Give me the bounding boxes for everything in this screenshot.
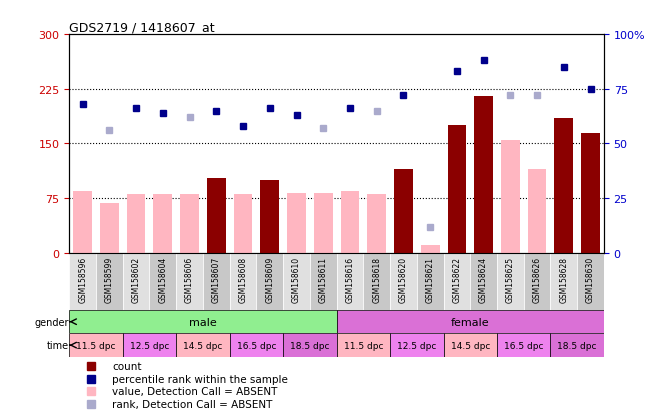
Text: 14.5 dpc: 14.5 dpc [183,341,222,350]
Bar [444,334,497,357]
Bar [447,126,466,253]
Bar [337,310,604,334]
Text: GSM158628: GSM158628 [559,256,568,302]
Text: 18.5 dpc: 18.5 dpc [290,341,329,350]
Bar [497,334,550,357]
Bar [421,246,440,253]
Bar [283,334,337,357]
Bar [554,119,573,253]
Bar [337,334,390,357]
Text: GSM158624: GSM158624 [479,256,488,302]
Text: GSM158625: GSM158625 [506,256,515,302]
Bar [337,253,364,310]
Text: GSM158610: GSM158610 [292,256,301,302]
Bar [207,178,226,253]
Bar [528,170,546,253]
Bar [501,140,519,253]
Text: gender: gender [35,317,69,327]
Bar [470,253,497,310]
Text: rank, Detection Call = ABSENT: rank, Detection Call = ABSENT [112,399,273,409]
Text: GSM158599: GSM158599 [105,256,114,302]
Text: GSM158607: GSM158607 [212,256,221,302]
Bar [176,253,203,310]
Bar [256,253,283,310]
Bar [69,253,96,310]
Bar [475,97,493,253]
Bar [234,195,252,253]
Text: time: time [47,340,69,350]
Bar [550,253,577,310]
Bar [123,253,149,310]
Bar [368,195,386,253]
Text: GSM158618: GSM158618 [372,256,381,302]
Text: 11.5 dpc: 11.5 dpc [77,341,116,350]
Bar [497,253,524,310]
Text: percentile rank within the sample: percentile rank within the sample [112,374,288,384]
Bar [283,253,310,310]
Bar [73,191,92,253]
Text: GSM158611: GSM158611 [319,256,328,302]
Text: 11.5 dpc: 11.5 dpc [344,341,383,350]
Bar [176,334,230,357]
Text: male: male [189,317,217,327]
Text: GSM158602: GSM158602 [131,256,141,302]
Text: 12.5 dpc: 12.5 dpc [397,341,436,350]
Bar [341,191,359,253]
Bar [100,204,119,253]
Text: GSM158620: GSM158620 [399,256,408,302]
Text: GSM158626: GSM158626 [533,256,542,302]
Text: GSM158604: GSM158604 [158,256,168,302]
Bar [417,253,444,310]
Text: 18.5 dpc: 18.5 dpc [558,341,597,350]
Text: 16.5 dpc: 16.5 dpc [504,341,543,350]
Bar [577,253,604,310]
Text: count: count [112,361,141,371]
Text: GSM158621: GSM158621 [426,256,435,302]
Bar [314,194,333,253]
Text: 12.5 dpc: 12.5 dpc [130,341,169,350]
Text: GDS2719 / 1418607_at: GDS2719 / 1418607_at [69,21,215,34]
Text: 16.5 dpc: 16.5 dpc [237,341,276,350]
Text: GSM158616: GSM158616 [345,256,354,302]
Bar [287,194,306,253]
Text: GSM158630: GSM158630 [586,256,595,302]
Bar [444,253,471,310]
Bar [390,334,444,357]
Bar [96,253,123,310]
Text: GSM158608: GSM158608 [238,256,248,302]
Bar [180,195,199,253]
Bar [364,253,390,310]
Bar [581,133,600,253]
Text: GSM158622: GSM158622 [452,256,461,302]
Text: female: female [451,317,490,327]
Text: value, Detection Call = ABSENT: value, Detection Call = ABSENT [112,386,277,396]
Text: GSM158596: GSM158596 [78,256,87,302]
Bar [261,180,279,253]
Text: GSM158606: GSM158606 [185,256,194,302]
Bar [127,195,145,253]
Bar [524,253,550,310]
Bar [230,334,283,357]
Bar [394,170,412,253]
Bar [550,334,604,357]
Bar [149,253,176,310]
Bar [203,253,230,310]
Bar [390,253,417,310]
Bar [310,253,337,310]
Bar [123,334,176,357]
Bar [230,253,256,310]
Bar [69,310,337,334]
Bar [69,334,123,357]
Bar [154,195,172,253]
Text: GSM158609: GSM158609 [265,256,275,302]
Text: 14.5 dpc: 14.5 dpc [451,341,490,350]
